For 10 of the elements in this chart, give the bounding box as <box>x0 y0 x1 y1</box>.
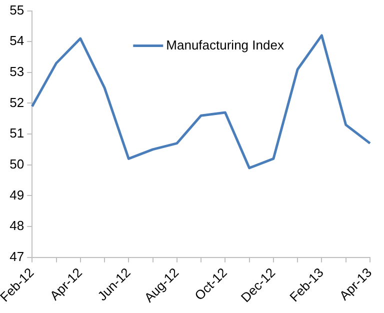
legend-label: Manufacturing Index <box>166 37 284 52</box>
y-tick-label: 53 <box>10 64 24 80</box>
y-tick-label: 55 <box>10 2 24 18</box>
y-tick-label: 49 <box>10 187 24 202</box>
y-tick-label: 51 <box>10 126 24 141</box>
y-tick-label: 52 <box>10 94 24 110</box>
y-tick-label: 48 <box>10 218 24 234</box>
y-tick-label: 54 <box>10 33 24 48</box>
y-tick-label: 47 <box>10 248 24 264</box>
y-tick-label: 50 <box>10 156 24 172</box>
